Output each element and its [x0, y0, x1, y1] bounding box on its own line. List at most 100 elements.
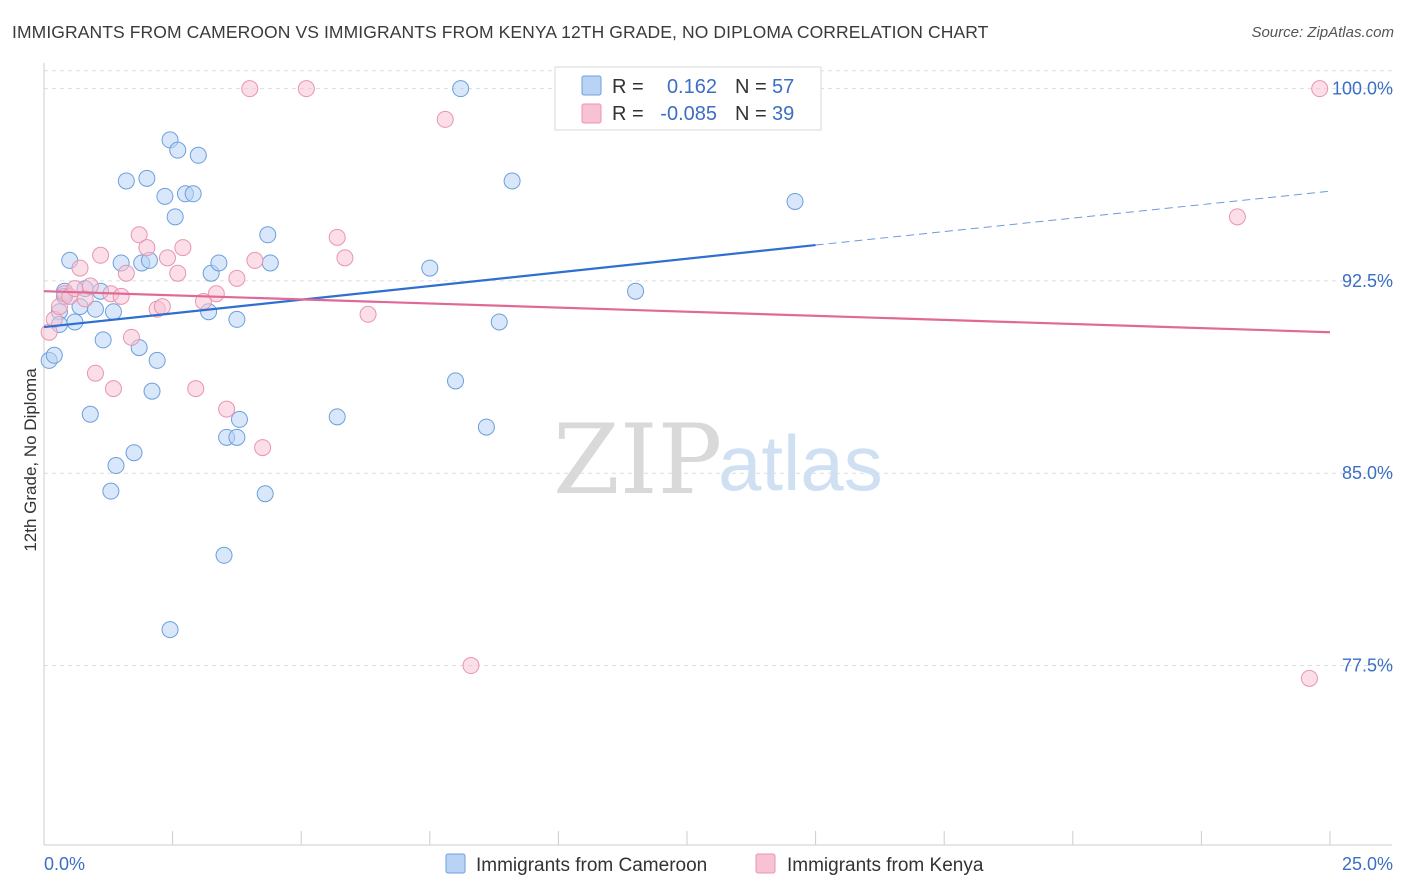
kenya-point — [297, 80, 315, 98]
kenya-point — [254, 439, 272, 457]
kenya-point — [169, 264, 187, 282]
legend-cameroon-swatch — [581, 75, 602, 96]
kenya-point — [104, 380, 122, 398]
cameroon-point — [490, 313, 508, 331]
legend-series-kenya-label: Immigrants from Kenya — [787, 855, 984, 876]
grid-lines — [44, 70, 1392, 667]
kenya-point — [122, 328, 140, 346]
chart-source: Source: ZipAtlas.com — [1251, 24, 1394, 41]
kenya-point — [1311, 80, 1329, 98]
chart-title: IMMIGRANTS FROM CAMEROON VS IMMIGRANTS F… — [12, 22, 989, 42]
y-tick-label: 100.0% — [1332, 79, 1393, 99]
kenya-trend-line — [43, 290, 1331, 334]
kenya-point — [462, 657, 480, 675]
cameroon-trend-line — [43, 243, 816, 329]
cameroon-point — [138, 169, 156, 187]
watermark: ZIP atlas — [553, 404, 883, 516]
legend-cameroon-r-label: R = — [612, 76, 644, 98]
cameroon-point — [477, 418, 495, 436]
cameroon-point — [230, 410, 248, 428]
y-axis-label: 12th Grade, No Diploma — [21, 368, 40, 552]
kenya-point — [246, 251, 264, 269]
kenya-point — [81, 277, 99, 295]
cameroon-point — [228, 310, 246, 328]
cameroon-point — [148, 351, 166, 369]
legend-kenya-n-label: N = — [735, 103, 767, 125]
legend-kenya-r-value: -0.085 — [660, 103, 717, 125]
cameroon-point — [169, 141, 187, 159]
cameroon-point — [94, 331, 112, 349]
kenya-point — [187, 380, 205, 398]
watermark-atlas: atlas — [718, 419, 883, 507]
cameroon-point — [627, 282, 645, 300]
cameroon-point — [81, 405, 99, 423]
kenya-point — [71, 259, 89, 277]
kenya-point — [92, 246, 110, 264]
legend-cameroon-n-value: 57 — [772, 76, 794, 98]
cameroon-point — [503, 172, 521, 190]
y-tick-label: 77.5% — [1342, 656, 1393, 676]
cameroon-point — [156, 187, 174, 205]
legend-series-kenya-swatch — [755, 853, 776, 874]
kenya-point — [86, 364, 104, 382]
kenya-point — [174, 239, 192, 257]
y-tick-labels: 77.5% 85.0% 92.5% 100.0% — [1332, 79, 1393, 676]
kenya-point — [207, 285, 225, 303]
cameroon-point — [107, 457, 125, 475]
cameroon-point — [452, 80, 470, 98]
kenya-point — [1300, 669, 1318, 687]
kenya-point — [158, 249, 176, 267]
kenya-point — [218, 400, 236, 418]
series-cameroon-points — [40, 80, 804, 639]
kenya-point — [359, 305, 377, 323]
cameroon-point — [104, 303, 122, 321]
cameroon-point — [86, 300, 104, 318]
cameroon-trend-extension — [815, 190, 1331, 246]
x-tick-labels: 0.0% 25.0% — [44, 854, 1393, 874]
cameroon-point — [189, 146, 207, 164]
cameroon-point — [184, 185, 202, 203]
kenya-point — [112, 287, 130, 305]
cameroon-point — [166, 208, 184, 226]
kenya-point — [228, 269, 246, 287]
kenya-point — [336, 249, 354, 267]
cameroon-point — [447, 372, 465, 390]
legend-cameroon-n-label: N = — [735, 76, 767, 98]
cameroon-point — [117, 172, 135, 190]
cameroon-point — [66, 313, 84, 331]
cameroon-point — [161, 621, 179, 639]
kenya-point — [1228, 208, 1246, 226]
kenya-point — [117, 264, 135, 282]
x-tick-label: 25.0% — [1342, 854, 1393, 874]
cameroon-point — [143, 382, 161, 400]
legend-series-cameroon-label: Immigrants from Cameroon — [476, 855, 707, 876]
axes — [43, 63, 1392, 846]
kenya-point — [328, 228, 346, 246]
kenya-point — [241, 80, 259, 98]
legend-cameroon-r-value: 0.162 — [667, 76, 717, 98]
y-tick-label: 92.5% — [1342, 271, 1393, 291]
watermark-zip: ZIP — [553, 404, 722, 516]
legend-kenya-n-value: 39 — [772, 103, 794, 125]
legend-kenya-r-label: R = — [612, 103, 644, 125]
cameroon-point — [786, 192, 804, 210]
cameroon-point — [45, 346, 63, 364]
legend-series-cameroon-swatch — [445, 853, 466, 874]
cameroon-point — [328, 408, 346, 426]
cameroon-point — [261, 254, 279, 272]
kenya-point — [138, 239, 156, 257]
y-tick-label: 85.0% — [1342, 463, 1393, 483]
cameroon-point — [102, 482, 120, 500]
kenya-point — [153, 298, 171, 316]
legend-stats: R = 0.162 N = 57 R = -0.085 N = 39 — [554, 66, 822, 131]
cameroon-point — [125, 444, 143, 462]
cameroon-point — [421, 259, 439, 277]
legend-series: Immigrants from Cameroon Immigrants from… — [445, 853, 984, 876]
legend-kenya-swatch — [581, 103, 602, 124]
trend-lines — [43, 190, 1331, 334]
kenya-point — [130, 226, 148, 244]
cameroon-point — [256, 485, 274, 503]
series-kenya-points — [40, 80, 1329, 687]
x-tick-label: 0.0% — [44, 854, 85, 874]
